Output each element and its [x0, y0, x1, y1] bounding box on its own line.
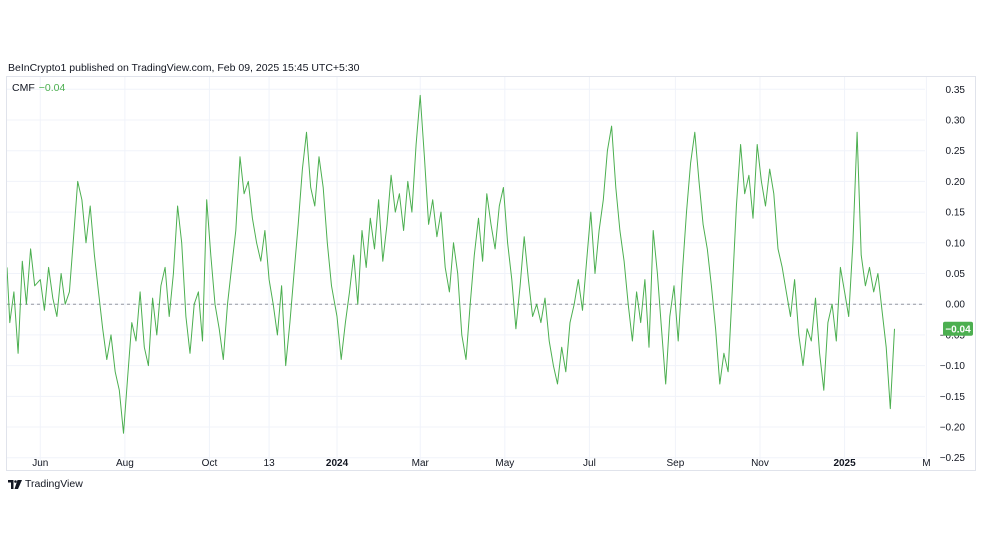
y-tick-label: 0.10	[946, 238, 966, 249]
tradingview-logo-icon	[8, 479, 22, 489]
y-tick-label: −0.15	[940, 392, 966, 403]
y-tick-label: −0.20	[940, 423, 966, 434]
cmf-chart[interactable]: 0.350.300.250.200.150.100.050.00−0.05−0.…	[7, 77, 975, 470]
x-axis[interactable]: Jun Aug Oct 13 2024 Mar May Jul Sep Nov 2025 M	[32, 458, 930, 469]
y-tick-label: 0.35	[946, 85, 966, 96]
y-tick-label: 0.20	[946, 177, 966, 188]
last-value-label: −0.04	[945, 324, 971, 335]
grid-layer	[7, 77, 927, 470]
y-tick-label: 0.05	[946, 269, 966, 280]
x-tick-label: 2024	[326, 458, 349, 469]
y-axis[interactable]: 0.35 0.30 0.25 0.20 0.15 0.10 0.05 0.00 −0.05 −0.…	[940, 85, 966, 464]
x-tick-label: Oct	[202, 458, 218, 469]
legend-value: −0.04	[38, 82, 66, 94]
y-tick-label: −0.05	[940, 330, 966, 341]
x-tick-label: Mar	[412, 458, 430, 469]
chart-frame[interactable]: 0.35 0.30 0.25 0.20 0.15 0.10 0.05 0.00 −0.05 −0.…	[6, 76, 976, 471]
footer-brand[interactable]: TradingView	[8, 478, 83, 490]
x-tick-label: Sep	[666, 458, 684, 469]
x-tick-label: Jun	[32, 458, 48, 469]
indicator-legend[interactable]: CMF −0.04	[12, 82, 65, 94]
cmf-series-line	[7, 94, 895, 434]
y-tick-label: 0.15	[946, 208, 966, 219]
x-tick-label: 2025	[833, 458, 856, 469]
last-value-badge: −0.04	[943, 321, 973, 336]
y-tick-label: 0.25	[946, 146, 966, 157]
y-tick-label: −0.10	[940, 361, 966, 372]
x-tick-label: M	[922, 458, 930, 469]
y-tick-label: −0.25	[940, 453, 966, 464]
y-tick-label: 0.00	[946, 300, 966, 311]
y-tick-label: 0.30	[946, 115, 966, 126]
publish-info: BeInCrypto1 published on TradingView.com…	[8, 62, 360, 74]
legend-name: CMF	[12, 82, 35, 94]
last-value-badge-bg	[943, 321, 973, 336]
x-tick-label: Aug	[116, 458, 134, 469]
brand-name: TradingView	[25, 478, 83, 490]
x-tick-label: Nov	[751, 458, 769, 469]
x-tick-label: Jul	[583, 458, 596, 469]
x-tick-label: May	[495, 458, 514, 469]
x-tick-label: 13	[264, 458, 276, 469]
